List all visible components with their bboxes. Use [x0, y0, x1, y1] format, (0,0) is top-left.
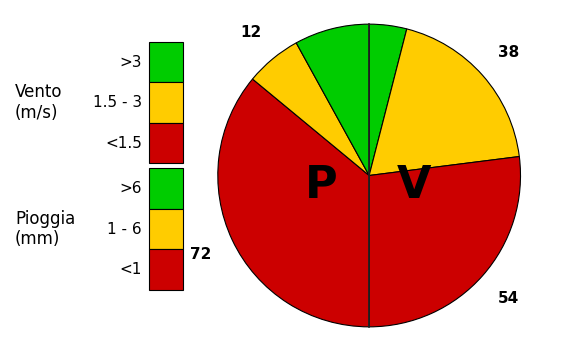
Bar	[149, 209, 183, 249]
Text: 38: 38	[498, 45, 519, 60]
Wedge shape	[369, 157, 521, 327]
Text: 12: 12	[240, 25, 261, 40]
Text: V: V	[396, 164, 431, 207]
Text: <1.5: <1.5	[105, 135, 142, 151]
Text: 1.5 - 3: 1.5 - 3	[93, 95, 142, 110]
Text: 72: 72	[191, 247, 212, 262]
Wedge shape	[369, 29, 519, 176]
Text: >3: >3	[120, 55, 142, 70]
Wedge shape	[252, 43, 369, 176]
Bar	[149, 168, 183, 209]
Bar	[149, 123, 183, 163]
Wedge shape	[369, 24, 407, 176]
Wedge shape	[296, 24, 369, 176]
Text: Pioggia
(mm): Pioggia (mm)	[15, 210, 75, 249]
Wedge shape	[218, 79, 369, 327]
Text: P: P	[305, 164, 338, 207]
Bar	[149, 42, 183, 82]
Text: 16: 16	[312, 0, 333, 3]
Text: <1: <1	[120, 262, 142, 277]
Bar	[149, 249, 183, 290]
Bar	[149, 82, 183, 123]
Text: 1 - 6: 1 - 6	[107, 221, 142, 237]
Text: Vento
(m/s): Vento (m/s)	[15, 83, 62, 122]
Text: >6: >6	[120, 181, 142, 196]
Text: 54: 54	[498, 291, 519, 306]
